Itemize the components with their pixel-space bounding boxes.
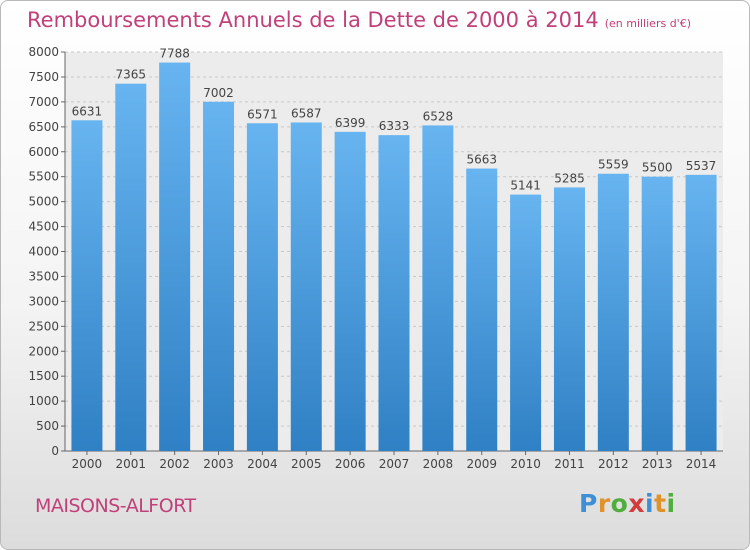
data-label-2007: 6333 [379, 119, 410, 133]
bar-2012 [597, 173, 629, 451]
logo-letter: x [628, 489, 645, 518]
x-tick-label-2000: 2000 [72, 457, 103, 471]
data-label-2012: 5559 [598, 158, 629, 172]
bar-2010 [510, 194, 542, 451]
y-tick-label: 3500 [28, 269, 59, 283]
logo-letter: P [579, 489, 598, 518]
y-tick-label: 4000 [28, 245, 59, 259]
bar-2006 [334, 131, 366, 452]
chart-unit-label: (en milliers d'€) [604, 17, 691, 30]
data-label-2000: 6631 [72, 104, 103, 118]
x-tick-label-2003: 2003 [203, 457, 234, 471]
x-tick-label-2008: 2008 [423, 457, 454, 471]
bar-2014 [685, 174, 717, 451]
x-tick-label-2001: 2001 [116, 457, 147, 471]
y-tick-label: 1000 [28, 394, 59, 408]
bar-2011 [553, 187, 585, 451]
logo-letter: o [610, 489, 629, 518]
data-label-2013: 5500 [642, 161, 673, 175]
bar-2004 [246, 123, 278, 452]
data-label-2002: 7788 [159, 47, 190, 61]
bar-2008 [422, 125, 454, 451]
bar-2001 [115, 83, 147, 451]
chart-header: Remboursements Annuels de la Dette de 20… [27, 8, 691, 32]
x-tick-label-2011: 2011 [554, 457, 585, 471]
data-label-2001: 7365 [116, 68, 147, 82]
y-tick-label: 5000 [28, 195, 59, 209]
y-tick-label: 500 [36, 419, 59, 433]
x-tick-label-2007: 2007 [379, 457, 410, 471]
chart-title: Remboursements Annuels de la Dette de 20… [27, 8, 599, 32]
data-label-2010: 5141 [510, 179, 541, 193]
data-label-2005: 6587 [291, 106, 322, 120]
city-name: MAISONS-ALFORT [35, 495, 196, 517]
bar-2000 [71, 120, 103, 452]
proxiti-logo: Proxiti [579, 489, 676, 518]
y-tick-label: 3000 [28, 294, 59, 308]
data-label-2003: 7002 [203, 86, 234, 100]
data-label-2004: 6571 [247, 107, 278, 121]
x-tick-label-2004: 2004 [247, 457, 278, 471]
x-tick-label-2006: 2006 [335, 457, 366, 471]
x-tick-label-2005: 2005 [291, 457, 322, 471]
x-tick-label-2009: 2009 [466, 457, 497, 471]
y-tick-label: 2500 [28, 319, 59, 333]
y-tick-label: 8000 [28, 45, 59, 59]
y-tick-label: 6000 [28, 145, 59, 159]
logo-letter: t [654, 489, 667, 518]
logo-letter: i [666, 489, 676, 518]
x-tick-label-2002: 2002 [159, 457, 190, 471]
bar-2013 [641, 176, 673, 451]
bar-2005 [290, 122, 322, 451]
x-tick-label-2013: 2013 [642, 457, 673, 471]
bar-2009 [466, 168, 498, 452]
y-tick-label: 7000 [28, 95, 59, 109]
y-tick-label: 5500 [28, 170, 59, 184]
y-tick-label: 0 [51, 444, 59, 458]
logo-letter: i [645, 489, 655, 518]
y-tick-label: 7500 [28, 70, 59, 84]
x-tick-label-2014: 2014 [686, 457, 717, 471]
x-tick-label-2012: 2012 [598, 457, 629, 471]
logo-letter: r [597, 489, 611, 518]
y-tick-label: 6500 [28, 120, 59, 134]
bar-2003 [203, 101, 235, 451]
data-label-2014: 5537 [686, 159, 717, 173]
bar-2002 [159, 62, 191, 452]
data-label-2006: 6399 [335, 116, 366, 130]
data-label-2009: 5663 [466, 153, 497, 167]
y-tick-label: 4500 [28, 220, 59, 234]
data-label-2008: 6528 [423, 109, 454, 123]
data-label-2011: 5285 [554, 171, 585, 185]
x-tick-label-2010: 2010 [510, 457, 541, 471]
y-tick-label: 2000 [28, 344, 59, 358]
y-tick-label: 1500 [28, 369, 59, 383]
bar-2007 [378, 135, 410, 451]
